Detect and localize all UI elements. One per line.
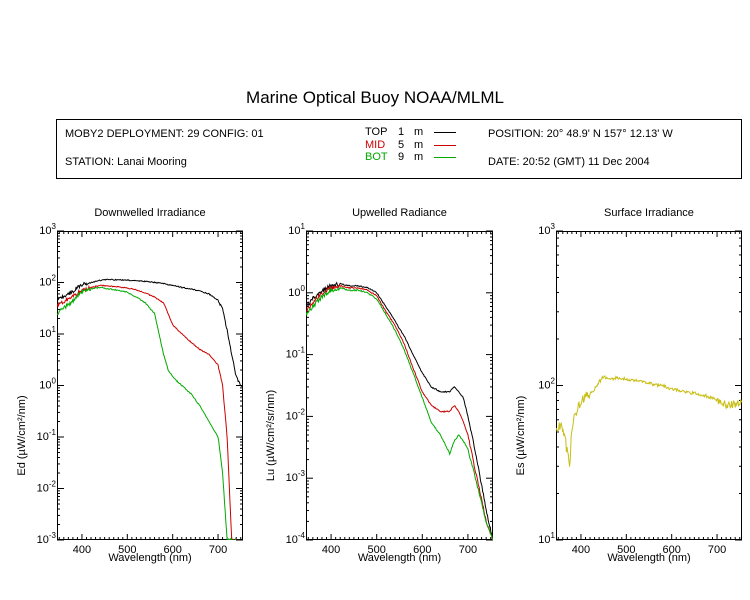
chart-panel: Upwelled Radiance 400 500 600 700 Wavelength … [265, 207, 493, 564]
series-line [306, 286, 493, 540]
legend-name: MID [365, 139, 386, 151]
info-box: MOBY2 DEPLOYMENT: 29 CONFIG: 01 STATION:… [56, 119, 742, 179]
series-group [556, 375, 742, 467]
x-tick-label: 600 [663, 544, 681, 556]
legend-swatch [434, 157, 456, 158]
page-title: Marine Optical Buoy NOAA/MLML [246, 88, 504, 107]
x-tick-label: 600 [164, 544, 182, 556]
y-axis-label: Lu (µW/cm²/sr/nm) [265, 390, 277, 481]
series-line [306, 283, 493, 540]
position-text: POSITION: 20° 48.9' N 157° 12.13' W [488, 128, 673, 140]
series-line [556, 375, 742, 467]
legend-unit: m [414, 126, 424, 138]
chart-panel: Surface Irradiance 400 500 600 700 Wavelength… [515, 207, 742, 564]
y-tick-label: 101 [288, 222, 305, 237]
y-tick-label: 10-2 [37, 480, 57, 495]
x-tick-label: 700 [209, 544, 227, 556]
series-line [57, 278, 243, 388]
y-tick-label: 101 [39, 325, 56, 340]
chart-title: Upwelled Radiance [352, 207, 447, 219]
series-line [57, 284, 237, 540]
legend-unit: m [414, 139, 424, 151]
y-tick-label: 100 [288, 284, 305, 299]
x-tick-label: 500 [118, 544, 136, 556]
legend-depth: 1 [398, 126, 405, 138]
station-text: STATION: Lanai Mooring [65, 156, 187, 168]
x-tick-label: 700 [708, 544, 726, 556]
plot-frame [306, 231, 493, 540]
date-text: DATE: 20:52 (GMT) 11 Dec 2004 [488, 156, 650, 168]
legend-swatch [434, 132, 456, 133]
series-group [306, 281, 493, 540]
deployment-text: MOBY2 DEPLOYMENT: 29 CONFIG: 01 [65, 128, 264, 140]
legend-name: TOP [365, 126, 388, 138]
y-tick-label: 100 [39, 377, 56, 392]
x-tick-label: 400 [73, 544, 91, 556]
x-tick-label: 500 [368, 544, 386, 556]
y-tick-label: 101 [538, 531, 555, 546]
x-tick-label: 700 [459, 544, 477, 556]
series-group [57, 278, 243, 540]
y-tick-label: 10-4 [286, 531, 306, 546]
chart-panel: Downwelled Irradiance 400 500 600 700 Wavelen… [16, 207, 243, 564]
legend-swatch [434, 145, 456, 146]
series-line [306, 281, 493, 540]
x-tick-label: 400 [572, 544, 590, 556]
y-tick-label: 10-1 [37, 428, 57, 443]
plot-frame [556, 231, 742, 540]
legend-name: BOT [365, 151, 388, 163]
chart-title: Surface Irradiance [604, 207, 694, 219]
y-axis-label: Ed (µW/cm²/nm) [16, 395, 28, 475]
x-axis-label: Wavelength (nm) [108, 552, 191, 564]
y-tick-label: 10-3 [286, 469, 306, 484]
y-tick-label: 103 [538, 222, 555, 237]
y-tick-label: 103 [39, 222, 56, 237]
x-axis-label: Wavelength (nm) [607, 552, 690, 564]
legend-unit: m [414, 151, 424, 163]
chart-title: Downwelled Irradiance [94, 207, 205, 219]
y-tick-label: 10-2 [286, 407, 306, 422]
legend-depth: 5 [398, 139, 405, 151]
y-axis-label: Es (µW/cm²/nm) [515, 396, 527, 476]
plot-frame [57, 231, 243, 540]
x-tick-label: 400 [322, 544, 340, 556]
y-tick-label: 10-3 [37, 531, 57, 546]
legend-depth: 9 [398, 151, 405, 163]
x-axis-label: Wavelength (nm) [358, 552, 441, 564]
series-line [57, 286, 241, 540]
y-tick-label: 10-1 [286, 346, 306, 361]
x-tick-label: 600 [413, 544, 431, 556]
x-tick-label: 500 [617, 544, 635, 556]
y-tick-label: 102 [538, 377, 555, 392]
y-tick-label: 102 [39, 274, 56, 289]
